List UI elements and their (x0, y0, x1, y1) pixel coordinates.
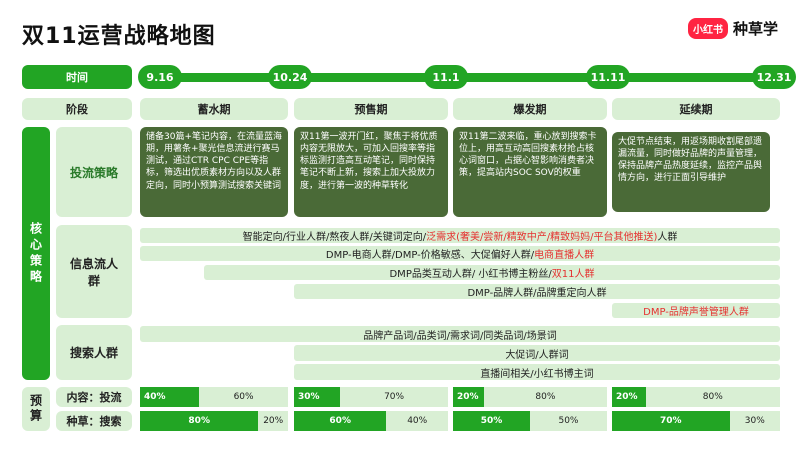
core-strategy-label: 核心策略 (22, 127, 50, 380)
date-marker: 12.31 (752, 65, 796, 89)
brand-name: 种草学 (732, 20, 778, 38)
audience-text: 智能定向/行业人群/熬夜人群/关键词定向/ (242, 232, 427, 243)
audience-bar: DMP-品牌人群/品牌重定向人群 (294, 284, 780, 299)
audience-text: DMP品类互动人群/ 小红书博主粉丝/ (389, 269, 552, 280)
audience-text: 人群 (657, 232, 678, 243)
strategy-box: 双11第二波来临，重心放到搜索卡位上，用高互动高回搜素材抢占核心词窗口，占据心智… (453, 127, 607, 217)
date-marker: 10.24 (268, 65, 312, 89)
budget-share-light: 20% (258, 411, 288, 431)
budget-seed-cell: 80% 20% (140, 411, 288, 431)
budget-content-label: 内容：投流 (56, 387, 132, 407)
strategy-label: 投流策略 (56, 127, 132, 217)
budget-share-light: 40% (386, 411, 448, 431)
budget-share-dark: 60% (294, 411, 387, 431)
audience-bar: 智能定向/行业人群/熬夜人群/关键词定向/泛需求(奢美/尝新/精致中产/精致妈妈… (140, 228, 780, 243)
budget-share-dark: 20% (453, 387, 484, 407)
budget-content-cell: 20% 80% (612, 387, 780, 407)
budget-share-dark: 20% (612, 387, 646, 407)
date-marker: 11.11 (586, 65, 630, 89)
budget-share-light: 50% (530, 411, 607, 431)
strategy-box: 大促节点结束，用返场期收割尾部遗漏流量，同时做好品牌的声量管理，保持品牌产品热度… (612, 132, 770, 212)
phase-cell: 爆发期 (453, 98, 607, 120)
search-bar: 大促词/人群词 (294, 345, 780, 361)
budget-content-cell: 20% 80% (453, 387, 607, 407)
phase-cell: 延续期 (612, 98, 780, 120)
audience-highlight: 电商直播人群 (534, 250, 595, 261)
phase-cell: 蓄水期 (140, 98, 288, 120)
phase-label: 阶段 (22, 98, 132, 120)
audience-highlight: DMP-品牌声誉管理人群 (643, 307, 749, 318)
budget-share-light: 30% (729, 411, 780, 431)
budget-share-light: 70% (340, 387, 448, 407)
brand: 小红书 种草学 (687, 18, 778, 39)
budget-share-dark: 70% (612, 411, 730, 431)
audience-bar: DMP-电商人群/DMP-价格敏感、大促偏好人群/电商直播人群 (140, 246, 780, 261)
brand-logo: 小红书 (687, 18, 728, 39)
strategy-box: 双11第一波开门红，聚焦于将优质内容无限放大，可加入回搜率等指标监测打造高互动笔… (294, 127, 448, 217)
budget-share-dark: 80% (140, 411, 259, 431)
phase-cell: 预售期 (294, 98, 448, 120)
budget-seed-cell: 60% 40% (294, 411, 448, 431)
budget-share-light: 80% (645, 387, 780, 407)
budget-share-dark: 30% (294, 387, 341, 407)
audience-text: DMP-品牌人群/品牌重定向人群 (467, 288, 607, 299)
date-marker: 11.1 (424, 65, 468, 89)
budget-content-cell: 30% 70% (294, 387, 448, 407)
search-bar: 品牌产品词/品类词/需求词/同类品词/场景词 (140, 326, 780, 342)
audience-text: DMP-电商人群/DMP-价格敏感、大促偏好人群/ (325, 250, 535, 261)
audience-label: 信息流人群 (56, 225, 132, 318)
audience-highlight: 双11人群 (551, 269, 595, 280)
search-bar: 直播间相关/小红书博主词 (294, 364, 780, 380)
budget-content-cell: 40% 60% (140, 387, 288, 407)
budget-seed-cell: 70% 30% (612, 411, 780, 431)
audience-bar: DMP-品牌声誉管理人群 (612, 303, 780, 318)
date-marker: 9.16 (138, 65, 182, 89)
budget-seed-label: 种草：搜索 (56, 411, 132, 431)
search-label: 搜索人群 (56, 325, 132, 380)
strategy-box: 储备30篇+笔记内容，在流量蓝海期，用薯条+聚光信息流进行赛马测试，通过CTR … (140, 127, 288, 217)
budget-share-light: 60% (199, 387, 288, 407)
budget-seed-cell: 50% 50% (453, 411, 607, 431)
page-title: 双11运营战略地图 (22, 24, 216, 49)
audience-bar: DMP品类互动人群/ 小红书博主粉丝/双11人群 (204, 265, 780, 280)
audience-highlight: 泛需求(奢美/尝新/精致中产/精致妈妈/平台其他推送) (426, 232, 658, 243)
budget-share-dark: 50% (453, 411, 530, 431)
budget-label: 预算 (22, 387, 50, 431)
timeline-label: 时间 (22, 65, 132, 89)
budget-share-dark: 40% (140, 387, 200, 407)
budget-share-light: 80% (483, 387, 607, 407)
